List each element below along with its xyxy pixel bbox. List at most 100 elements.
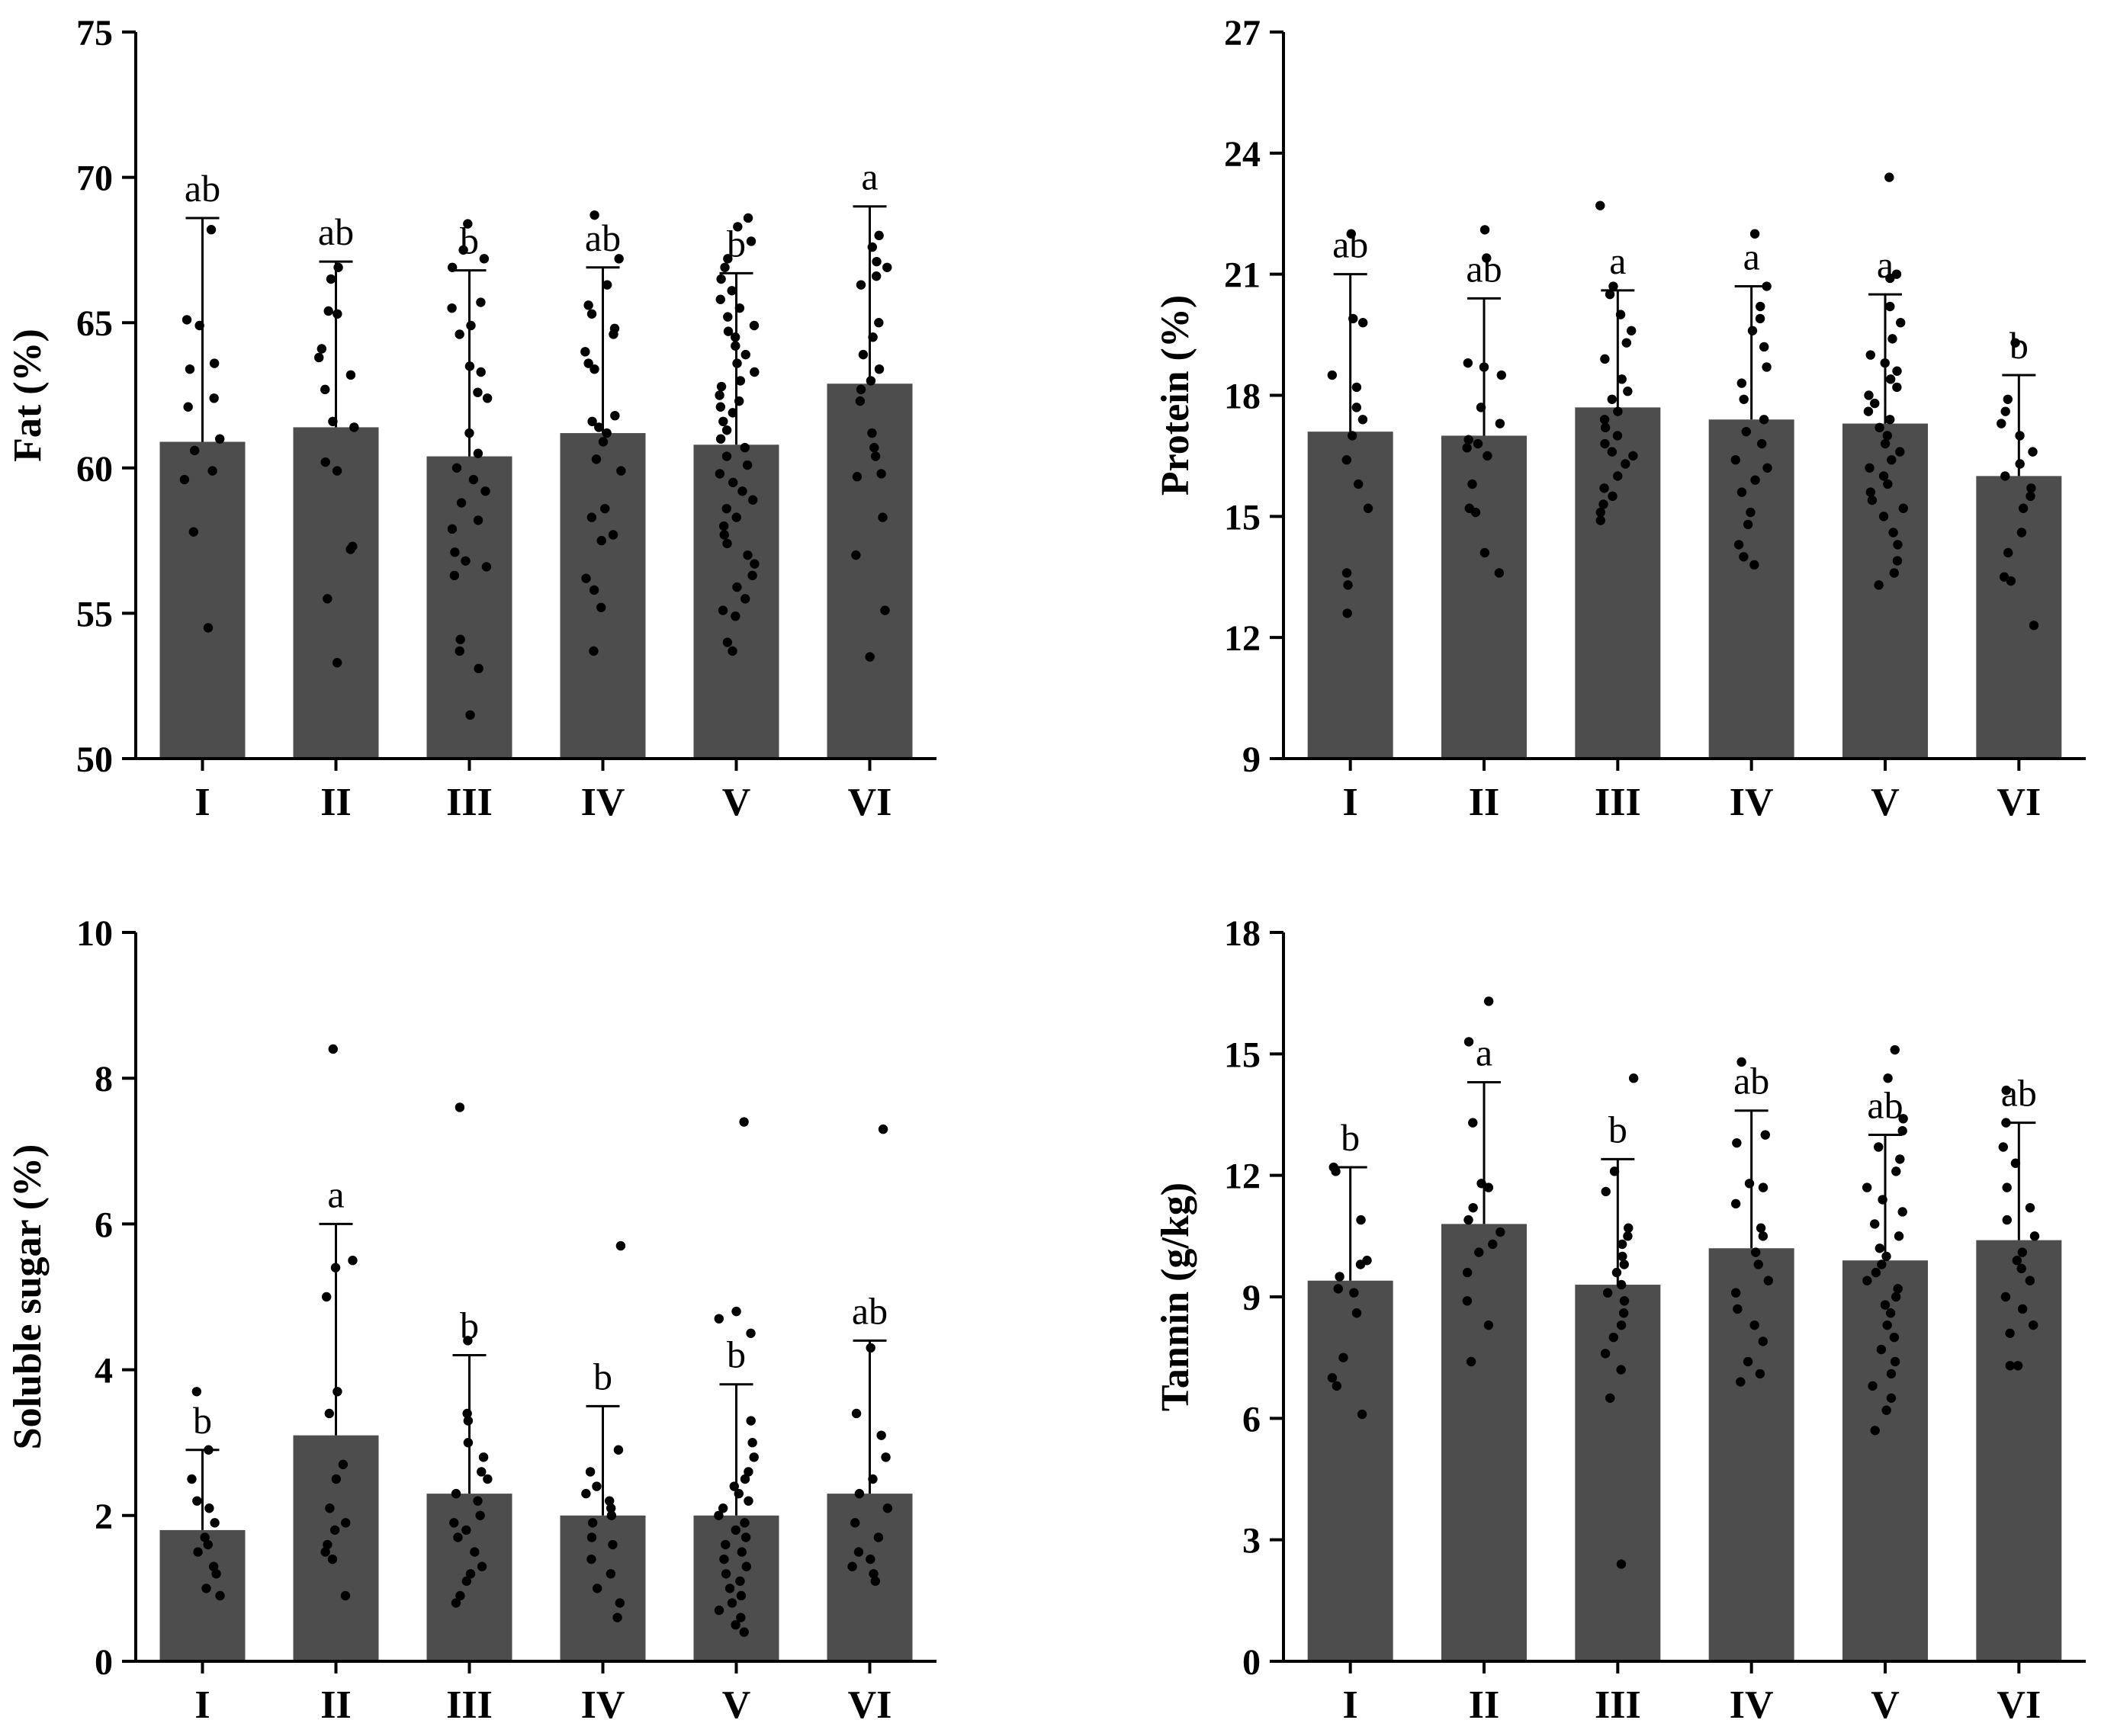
y-tick-label: 21 bbox=[1224, 255, 1261, 296]
data-point bbox=[610, 410, 620, 421]
data-point bbox=[191, 1387, 202, 1397]
data-point bbox=[2000, 406, 2010, 416]
data-point bbox=[1595, 507, 1605, 518]
data-point bbox=[587, 1518, 598, 1528]
data-point bbox=[1601, 1186, 1611, 1197]
data-point bbox=[734, 1488, 744, 1499]
data-point bbox=[1333, 1284, 1343, 1294]
data-point bbox=[740, 1532, 751, 1542]
data-point bbox=[1348, 431, 1357, 441]
data-point bbox=[746, 1416, 756, 1426]
y-tick-label: 4 bbox=[95, 1351, 113, 1391]
data-point bbox=[1617, 374, 1627, 384]
data-point bbox=[587, 416, 597, 427]
data-point bbox=[731, 1620, 740, 1630]
data-point bbox=[856, 384, 866, 395]
data-point bbox=[850, 1518, 860, 1528]
data-point bbox=[718, 416, 728, 427]
data-point bbox=[447, 524, 458, 534]
data-point bbox=[1760, 1130, 1770, 1140]
x-tick-label: V bbox=[722, 781, 751, 824]
significance-label: ab bbox=[585, 217, 621, 259]
data-point bbox=[1998, 1142, 2008, 1152]
data-point bbox=[747, 1438, 757, 1448]
data-point bbox=[330, 1263, 341, 1272]
data-point bbox=[874, 364, 885, 374]
data-point bbox=[2029, 1320, 2038, 1330]
data-point bbox=[1883, 479, 1893, 489]
data-point bbox=[715, 402, 726, 412]
data-point bbox=[447, 262, 458, 272]
data-point bbox=[866, 1343, 875, 1353]
data-point bbox=[1871, 1267, 1881, 1278]
data-point bbox=[1463, 1215, 1473, 1225]
data-point bbox=[874, 230, 884, 241]
data-point bbox=[746, 236, 757, 246]
data-point bbox=[1875, 1243, 1885, 1253]
data-point bbox=[869, 442, 879, 453]
data-point bbox=[1479, 225, 1490, 235]
y-tick-label: 24 bbox=[1224, 134, 1261, 175]
data-point bbox=[1621, 338, 1632, 348]
data-point bbox=[1749, 560, 1759, 570]
data-point bbox=[731, 1525, 740, 1535]
data-point bbox=[1607, 447, 1618, 457]
data-point bbox=[867, 242, 878, 252]
x-tick-label: V bbox=[1871, 1683, 1900, 1727]
data-point bbox=[743, 213, 753, 223]
x-tick-label: II bbox=[320, 781, 351, 824]
data-point bbox=[340, 1590, 351, 1601]
data-point bbox=[882, 1503, 893, 1513]
x-tick-label: II bbox=[1469, 781, 1499, 824]
data-point bbox=[1467, 479, 1477, 489]
data-point bbox=[1888, 528, 1898, 537]
x-tick-label: IV bbox=[1730, 781, 1774, 824]
data-point bbox=[740, 1518, 750, 1528]
data-point bbox=[464, 361, 475, 371]
data-point bbox=[1341, 455, 1352, 465]
data-point bbox=[1746, 507, 1756, 518]
data-point bbox=[1628, 1073, 1639, 1083]
data-point bbox=[2017, 1304, 2028, 1314]
data-point bbox=[736, 1612, 746, 1622]
data-point bbox=[1600, 422, 1611, 433]
data-point bbox=[1889, 1332, 1900, 1343]
data-point bbox=[869, 1569, 879, 1579]
data-point bbox=[747, 495, 758, 505]
data-point bbox=[868, 1474, 878, 1484]
data-point bbox=[449, 570, 460, 581]
bar-II bbox=[293, 427, 379, 759]
data-point bbox=[872, 256, 882, 267]
data-point bbox=[329, 1525, 340, 1535]
data-point bbox=[1870, 398, 1880, 409]
data-point bbox=[461, 1576, 471, 1587]
data-point bbox=[192, 1496, 202, 1506]
x-tick-label: V bbox=[1871, 781, 1900, 824]
data-point bbox=[2025, 1276, 2035, 1285]
data-point bbox=[451, 1598, 461, 1608]
data-point bbox=[1739, 394, 1749, 404]
significance-label: a bbox=[1743, 236, 1760, 278]
data-point bbox=[749, 320, 760, 331]
y-tick-label: 12 bbox=[1224, 1157, 1261, 1197]
y-tick-label: 15 bbox=[1224, 497, 1261, 537]
data-point bbox=[2010, 338, 2020, 348]
significance-label: b bbox=[727, 1333, 746, 1376]
data-point bbox=[2025, 1202, 2035, 1213]
data-point bbox=[876, 469, 886, 479]
data-point bbox=[718, 521, 729, 531]
y-tick-label: 0 bbox=[1242, 1642, 1261, 1683]
data-point bbox=[1747, 326, 1758, 335]
y-tick-label: 70 bbox=[76, 159, 113, 199]
data-point bbox=[1619, 1259, 1629, 1269]
data-point bbox=[856, 280, 866, 290]
data-point bbox=[323, 594, 332, 604]
data-point bbox=[215, 434, 225, 444]
x-tick-label: I bbox=[194, 781, 210, 824]
data-point bbox=[1621, 459, 1630, 469]
data-point bbox=[1887, 455, 1897, 465]
data-point bbox=[349, 422, 359, 432]
data-point bbox=[1736, 1057, 1746, 1067]
data-point bbox=[463, 1438, 474, 1448]
data-point bbox=[332, 309, 342, 319]
